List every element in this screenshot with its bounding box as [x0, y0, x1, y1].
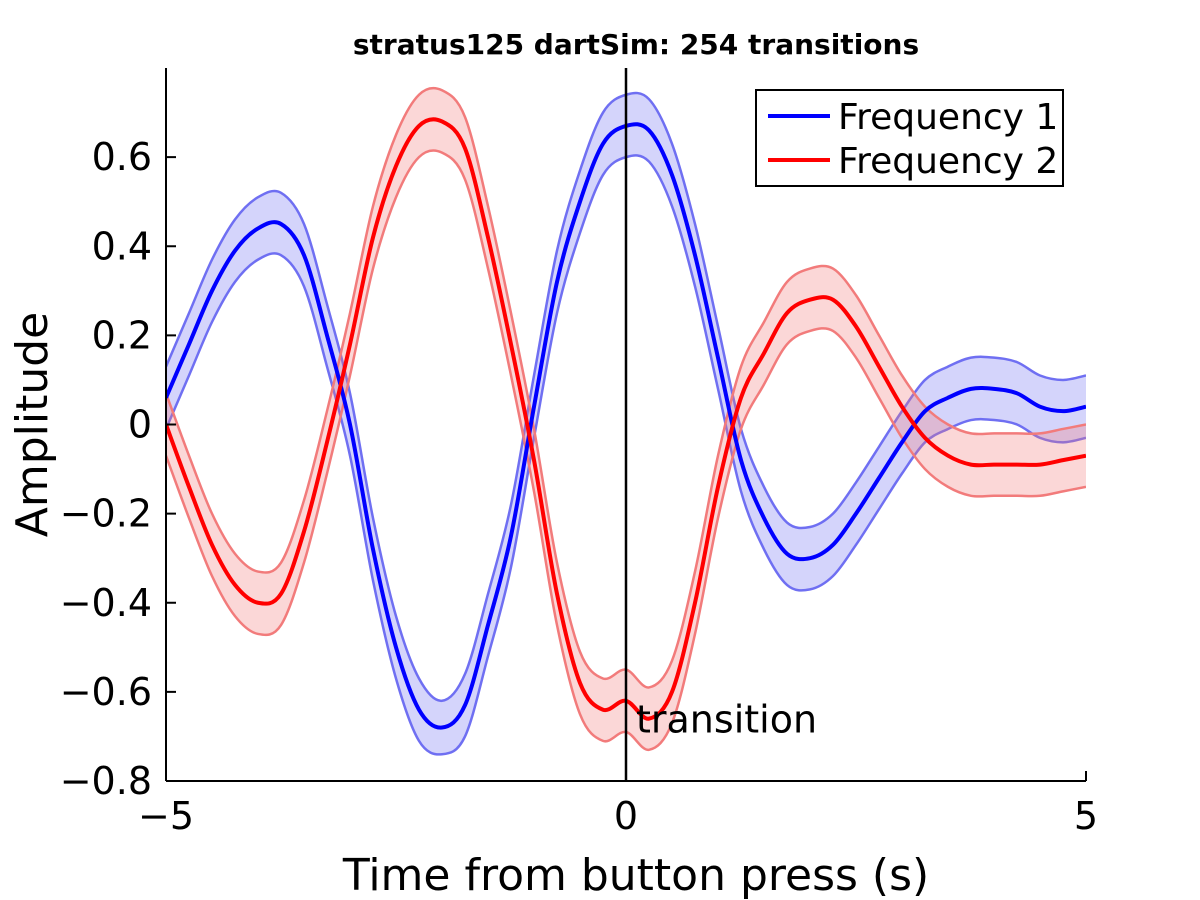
- series-lines-layer: [166, 117, 1086, 730]
- band-upper-edge-series-2: [166, 86, 1086, 689]
- x-tick-label: 0: [614, 794, 638, 838]
- legend-box: [755, 89, 1064, 187]
- band-lower-edge-series-2: [166, 149, 1086, 752]
- series-line-1: [166, 122, 1086, 730]
- y-tick-label: −0.6: [60, 670, 152, 714]
- legend-label-series-2: Frequency 2: [838, 141, 1058, 182]
- y-tick-label: 0.6: [92, 135, 152, 179]
- legend-label-series-1: Frequency 1: [838, 97, 1058, 138]
- series-line-2: [166, 117, 1086, 721]
- axes-layer: [165, 68, 1087, 782]
- y-tick-label: −0.8: [60, 759, 152, 803]
- band-fill-series-2: [166, 88, 1086, 750]
- y-axis-label: Amplitude: [7, 312, 58, 537]
- x-tick-label: −5: [138, 794, 194, 838]
- y-tick-label: −0.2: [60, 492, 152, 536]
- y-tick-label: 0: [128, 403, 152, 447]
- text-layer: −0.8 −0.6 −0.4 −0.2 0 0.2 0.4 0.6 −5 0 5 stratus125…: [7, 28, 1098, 900]
- x-tick-label: 5: [1074, 794, 1098, 838]
- x-axis-label: Time from button press (s): [342, 850, 929, 900]
- band-upper-edge-series-1: [166, 91, 1086, 703]
- transition-annotation: transition: [636, 698, 817, 742]
- y-tick-label: −0.4: [60, 581, 152, 625]
- y-tick-label: 0.2: [92, 313, 152, 357]
- y-tick-label: 0.4: [92, 224, 152, 268]
- chart-title: stratus125 dartSim: 254 transitions: [353, 28, 919, 61]
- band-lower-edge-series-1: [166, 154, 1086, 756]
